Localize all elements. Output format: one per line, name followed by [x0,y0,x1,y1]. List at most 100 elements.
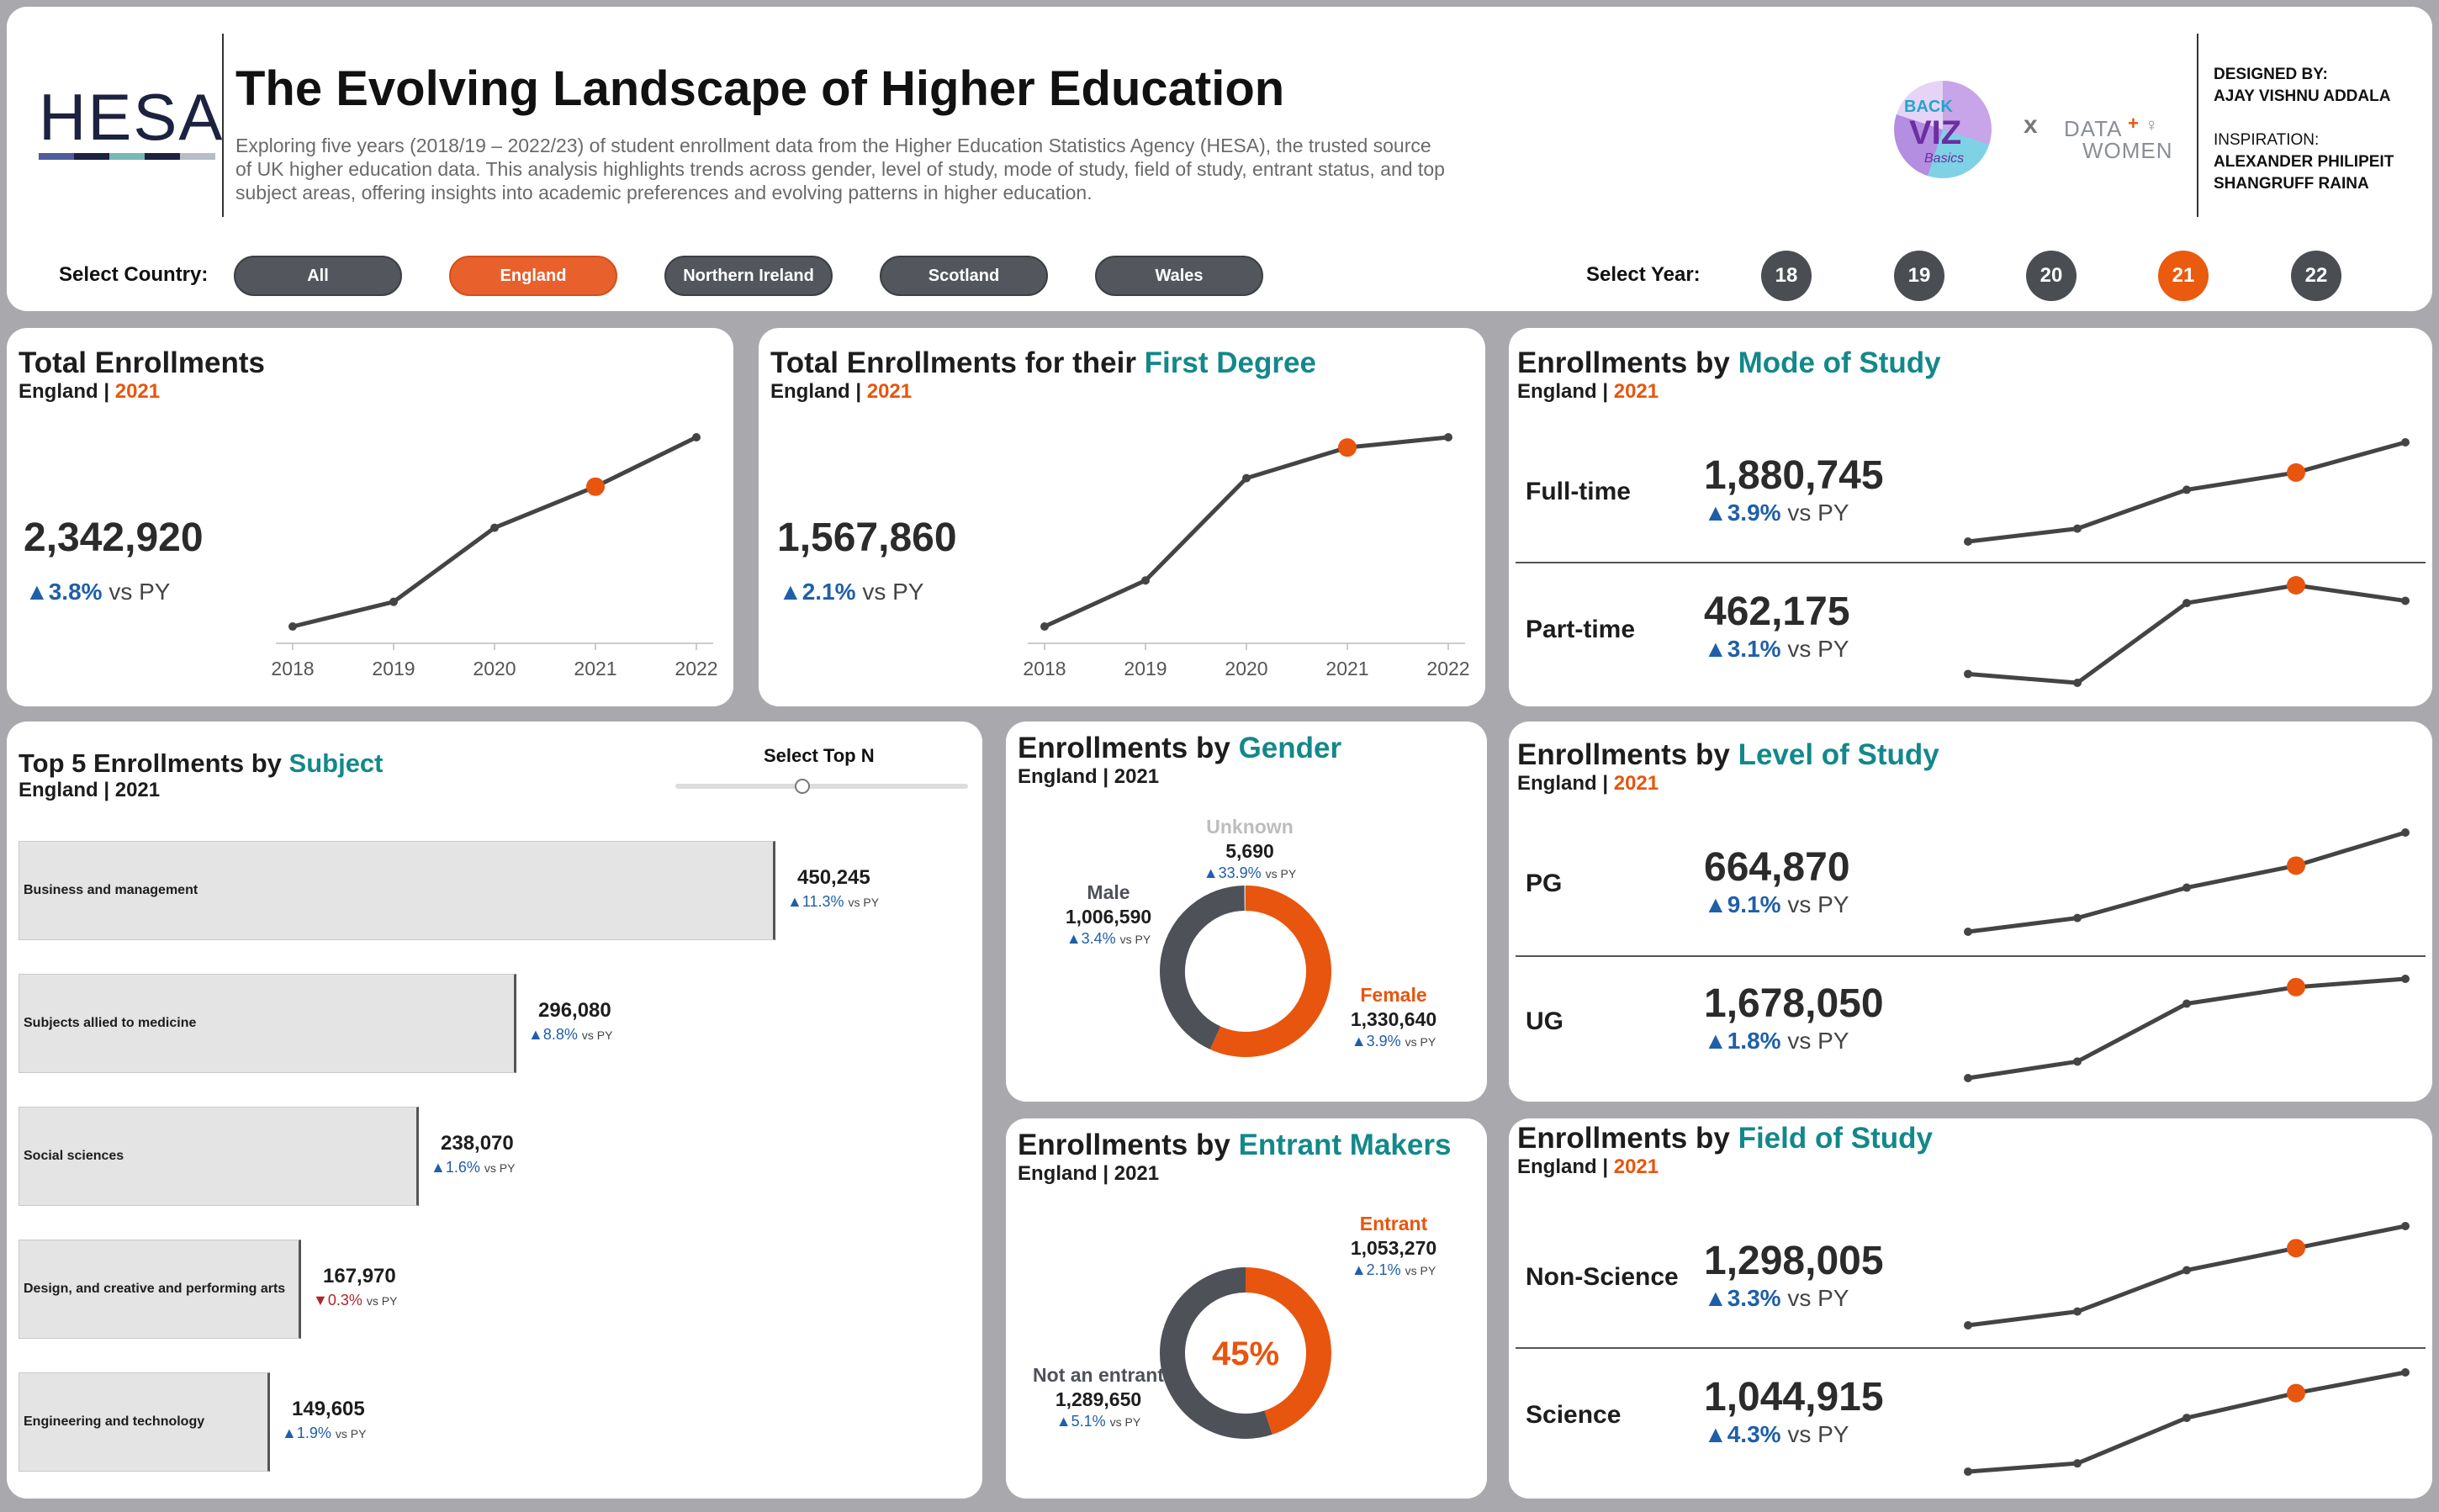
x-tick-label: 2022 [1426,658,1469,679]
donut-slice-not-an-entrant [1160,1267,1272,1439]
level-of-study-title: Enrollments by Level of Study [1517,738,1939,771]
level-row-value-pg: 664,870 [1704,845,1850,890]
top-subjects-bar-chart: Business and management 450,245 ▲11.3% vs … [7,722,982,1499]
highlight-point [586,477,605,496]
top-n-slider-label: Select Top N [764,745,875,766]
credits-inspiration-name-2: SHANGRUFF RAINA [2214,175,2369,193]
mode-row-label-part-time: Part-time [1526,616,1636,643]
total-enrollments-card: Total Enrollments England | 2021 2,342,9… [7,328,733,706]
data-point [288,622,297,631]
year-button-21[interactable]: 21 [2158,251,2209,301]
subject-bar-label: Engineering and technology [24,1414,205,1429]
year-button-18[interactable]: 18 [1761,251,1812,301]
country-pill-scotland[interactable]: Scotland [880,256,1048,296]
country-pill-all[interactable]: All [234,256,402,296]
page-description-line-1: Exploring five years (2018/19 – 2022/23)… [235,135,1431,156]
field-row-change-science: ▲4.3% vs PY [1704,1421,1849,1447]
level-row-sparkline-pg [1964,828,2410,936]
gender-female-name: Female [1360,984,1427,1006]
year-button-19[interactable]: 19 [1894,251,1944,301]
first-degree-line-chart: 2018 2019 2020 2021 2022 [1023,433,1470,679]
data-point [1964,1467,1972,1476]
year-button-22[interactable]: 22 [2291,251,2341,301]
subject-bar-value: 167,970 [323,1265,396,1287]
total-enrollments-change: ▲3.8% vs PY [25,579,171,605]
year-button-20[interactable]: 20 [2026,251,2077,301]
mode-row-value-full-time: 1,880,745 [1704,453,1884,498]
gender-card: Enrollments by Gender England | 2021 Unk… [1006,722,1487,1102]
highlight-point [2287,463,2305,482]
data-point [2182,599,2191,608]
level-row-change-pg: ▲9.1% vs PY [1704,891,1849,917]
x-tick-label: 2022 [675,658,717,679]
subject-bar-value: 450,245 [797,866,870,889]
mode-row-sparkline-part-time [1964,576,2410,687]
x-tick-label: 2020 [1225,658,1267,679]
x-tick-label: 2021 [574,658,616,679]
country-pill-northern-ireland[interactable]: Northern Ireland [664,256,833,296]
credits-divider [2197,34,2198,217]
field-row-sparkline-non-science [1964,1222,2410,1330]
credits-designed-name: AJAY VISHNU ADDALA [2214,87,2391,105]
total-enrollments-value: 2,342,920 [24,515,204,560]
entrant-label-not-entrant: Not an entrant 1,289,650 ▲5.1% vs PY [1023,1364,1174,1430]
data-point [2073,913,2082,923]
first-degree-title: Total Enrollments for their First Degree [770,346,1316,379]
data-point [2182,485,2191,494]
country-pill-england[interactable]: England [449,256,617,296]
entrant-not-entrant-name: Not an entrant [1033,1364,1164,1386]
gender-male-name: Male [1087,881,1130,903]
header-card: HESA The Evolving Landscape of Higher Ed… [7,7,2432,311]
subject-bar [19,1240,301,1339]
subject-bar-change: ▲1.9% vs PY [282,1425,367,1441]
field-row-change-non-science: ▲3.3% vs PY [1704,1285,1849,1311]
year-selector-label: Select Year: [1586,263,1701,286]
country-pill-wales[interactable]: Wales [1095,256,1263,296]
mode-of-study-card: Enrollments by Mode of Study England | 2… [1509,328,2432,706]
data-point [1141,576,1150,585]
entrant-entrant-name: Entrant [1359,1213,1428,1234]
data-point [2073,524,2082,533]
trend-line [1967,976,2406,1081]
mode-row-change-full-time: ▲3.9% vs PY [1704,500,1849,526]
trend-line [1967,830,2406,934]
donut-slice-male [1160,886,1246,1049]
data-point [2401,1368,2410,1377]
level-of-study-subtitle: England | 2021 [1517,772,1659,795]
highlight-point [2287,576,2305,595]
top-n-slider-handle[interactable] [795,779,810,794]
trend-line [1967,1224,2406,1328]
subject-bar-value: 296,080 [538,999,611,1022]
gender-donut-chart [1160,885,1331,1057]
level-row-value-ug: 1,678,050 [1704,981,1884,1026]
highlight-point [2287,1239,2305,1258]
mode-row-value-part-time: 462,175 [1704,589,1850,634]
back-to-viz-basics-logo: BACK VIZ Basics [1894,81,1992,178]
subject-bar-change: ▲1.6% vs PY [431,1159,516,1176]
mode-of-study-subtitle: England | 2021 [1517,380,1659,403]
hesa-logo-stripe [39,153,215,160]
first-degree-card: Total Enrollments for their First Degree… [759,328,1485,706]
level-row-divider [1516,955,2426,957]
page-title: The Evolving Landscape of Higher Educati… [235,61,1285,116]
highlight-point [2287,1383,2305,1403]
gender-label-male: Male 1,006,590 ▲3.4% vs PY [1050,881,1167,948]
data-point [2182,1414,2191,1423]
mode-of-study-title: Enrollments by Mode of Study [1517,346,1941,379]
top-n-slider-track[interactable] [675,784,968,789]
subject-bar-value: 238,070 [441,1132,514,1155]
gender-female-value: 1,330,640 [1350,1008,1437,1030]
data-point [2073,679,2082,687]
data-point [2182,999,2191,1008]
data-point [1040,622,1049,631]
data-plus-women-logo: DATA + ♀ WOMEN [2064,113,2173,163]
entrant-not-entrant-change: ▲5.1% [1055,1413,1106,1430]
entrant-subtitle: England | 2021 [1018,1162,1160,1185]
gender-unknown-change: ▲33.9% [1203,864,1262,881]
data-point [2073,1057,2082,1066]
page-description-line-2: of UK higher education data. This analys… [235,158,1445,180]
data-point [692,433,701,441]
level-of-study-card: Enrollments by Level of Study England | … [1509,722,2432,1102]
data-point [2401,1222,2410,1230]
highlight-point [1338,438,1357,457]
